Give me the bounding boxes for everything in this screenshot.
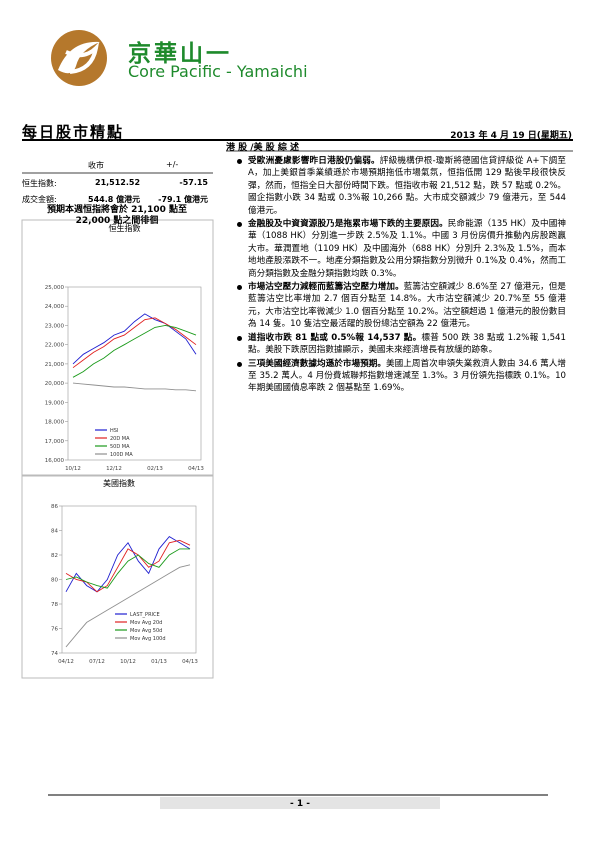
row-value: 544.8 億港元	[88, 195, 141, 204]
col-head: +/-	[166, 160, 179, 169]
y-tick-label: 24,000	[45, 304, 65, 310]
outlook: 預期本週恒指將會於 21,100 點至 22,000 點之間徘徊	[47, 205, 187, 226]
bullet-item: 三項美國經濟數據均遜於市場預期。美國上周首次申領失業救濟人數由 34.6 萬人增…	[234, 358, 566, 395]
series-line	[72, 382, 197, 392]
y-tick-label: 80	[51, 578, 58, 584]
section-heading: 港 股 /美 股 綜 述	[226, 143, 299, 153]
y-tick-label: 82	[51, 553, 58, 559]
y-tick-label: 25,000	[45, 285, 65, 291]
x-tick-label: 10/12	[120, 659, 136, 665]
y-tick-label: 21,000	[45, 362, 65, 368]
y-tick-label: 17,000	[45, 439, 65, 445]
x-tick-label: 04/13	[182, 659, 198, 665]
bullet-text: 美國上周首次申領失業救濟人數由 34.6 萬人增至 35.2 萬人。4 月份費城…	[248, 358, 566, 394]
bullet-text: 民命能源（135 HK）及中國神華（1088 HK）分別進一步跌 2.5%及 1…	[248, 219, 566, 279]
logo	[51, 30, 107, 86]
y-tick-label: 23,000	[45, 323, 65, 329]
legend-label: Mov Avg 20d	[130, 620, 162, 626]
x-tick-label: 10/12	[65, 466, 81, 472]
bullet-item: 受歐洲憂慮影響昨日港股仍偏弱。評級機構伊根-瓊斯將德國信貸評級從 A+下調至 A…	[234, 155, 566, 217]
series-line	[65, 536, 191, 593]
y-tick-label: 84	[51, 529, 58, 535]
y-tick-label: 78	[51, 602, 58, 608]
col-head: 收市	[88, 161, 104, 170]
row-change: -57.15	[179, 178, 208, 187]
bullet-lead: 三項美國經濟數據均遜於市場預期。	[248, 358, 387, 369]
legend-label: Mov Avg 100d	[130, 636, 166, 642]
y-tick-label: 16,000	[45, 458, 65, 464]
legend-label: LAST_PRICE	[130, 612, 160, 618]
series-line	[72, 313, 197, 365]
legend-label: 50D MA	[110, 444, 130, 450]
plot-frame	[67, 286, 202, 461]
bullet-lead: 市場沽空壓力減輕而藍籌沽空壓力增加。	[248, 282, 404, 293]
legend-label: 20D MA	[110, 436, 130, 442]
report-date: 2013 年 4 月 19 日(星期五)	[450, 131, 572, 141]
y-tick-label: 74	[51, 651, 58, 657]
bullet-item: 市場沽空壓力減輕而藍籌沽空壓力增加。藍籌沽空額減少 8.6%至 27 億港元，但…	[234, 281, 566, 331]
legend-label: Mov Avg 50d	[130, 628, 162, 634]
y-tick-label: 20,000	[45, 381, 65, 387]
x-tick-label: 01/13	[151, 659, 167, 665]
x-tick-label: 04/12	[58, 659, 74, 665]
bullet-text: 標普 500 跌 38 點或 1.2%報 1,541 點。美股下跌原因指數據顯示…	[248, 332, 566, 356]
x-tick-label: 12/12	[106, 466, 122, 472]
series-line	[65, 539, 191, 593]
series-line	[65, 564, 191, 648]
series-line	[72, 324, 197, 378]
chart-title: 美國指數	[103, 478, 135, 488]
bullet-lead: 金融股及中資資源股乃是拖累市場下跌的主要原因。	[248, 219, 448, 230]
series-line	[65, 548, 190, 589]
y-tick-label: 76	[51, 627, 58, 633]
report-title: 每日股市精點	[22, 123, 125, 141]
footer-band	[160, 797, 440, 809]
x-tick-label: 02/13	[147, 466, 163, 472]
brand-cn: 京華山一	[128, 41, 232, 67]
row-label: 成交金額:	[22, 195, 57, 204]
x-tick-label: 04/13	[188, 466, 204, 472]
bullet-text: 藍籌沽空額減少 8.6%至 27 億港元，但是藍籌沽空比率增加 2.7 個百分點…	[248, 282, 566, 330]
chart-frame	[21, 219, 214, 476]
page-number: - 1 -	[290, 799, 310, 809]
bullet-item: 金融股及中資資源股乃是拖累市場下跌的主要原因。民命能源（135 HK）及中國神華…	[234, 218, 566, 280]
y-tick-label: 18,000	[45, 420, 65, 426]
legend-label: HSI	[110, 428, 118, 434]
y-tick-label: 19,000	[45, 400, 65, 406]
brand-en: Core Pacific - Yamaichi	[128, 62, 308, 81]
y-tick-label: 86	[51, 504, 58, 510]
x-tick-label: 07/12	[89, 659, 105, 665]
chart-frame	[21, 475, 214, 679]
row-value: 21,512.52	[95, 178, 141, 187]
commentary: 受歐洲憂慮影響昨日港股仍偏弱。評級機構伊根-瓊斯將德國信貸評級從 A+下調至 A…	[234, 155, 566, 396]
bullet-lead: 道指收市跌 81 點或 0.5%報 14,537 點。	[248, 332, 422, 343]
series-line	[72, 317, 197, 369]
bullet-lead: 受歐洲憂慮影響昨日港股仍偏弱。	[248, 156, 380, 166]
chart-title: 恒生指數	[109, 223, 141, 233]
legend-label: 100D MA	[110, 452, 133, 458]
bullet-item: 道指收市跌 81 點或 0.5%報 14,537 點。標普 500 跌 38 點…	[234, 332, 566, 357]
row-label: 恒生指數:	[22, 179, 57, 188]
row-change: -79.1 億港元	[158, 195, 208, 204]
bullet-text: 評級機構伊根-瓊斯將德國信貸評級從 A+下調至 A，加上美銀首季業績遜於市場預期…	[248, 156, 566, 216]
y-tick-label: 22,000	[45, 343, 65, 349]
